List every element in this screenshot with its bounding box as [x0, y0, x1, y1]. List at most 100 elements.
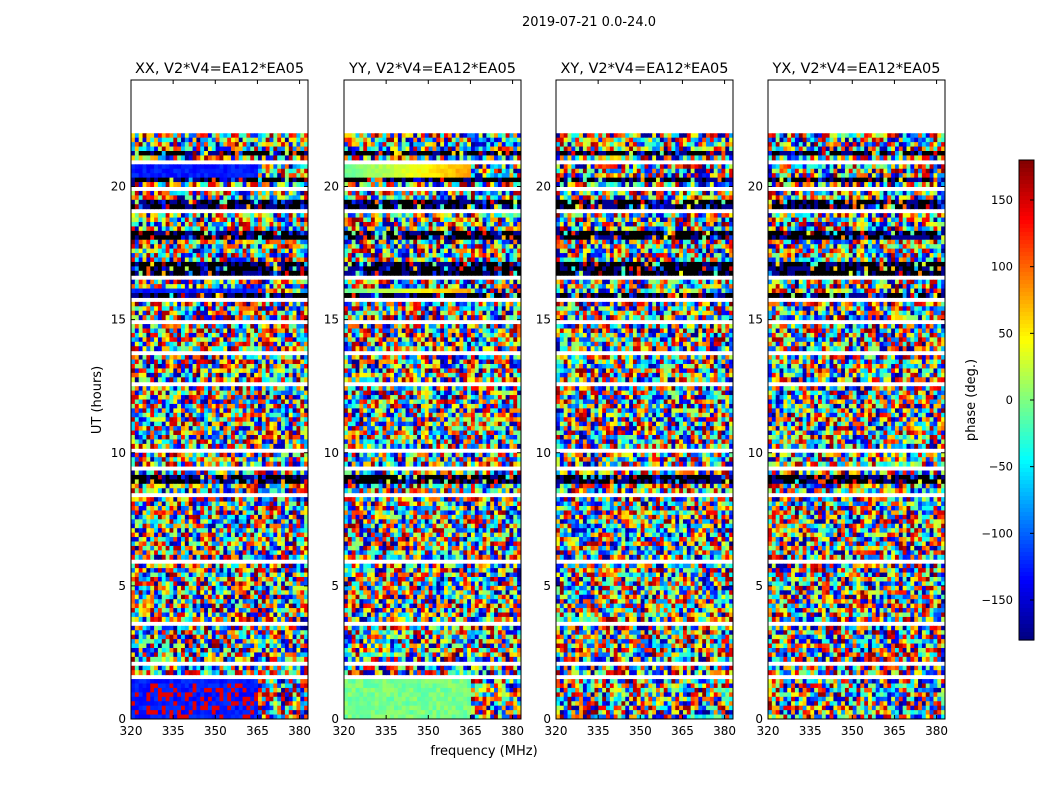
colorbar-tick-label: 0 [1006, 393, 1013, 407]
x-tick-label: 365 [246, 724, 269, 738]
colorbar-gradient [1019, 160, 1034, 641]
colorbar-step [1019, 244, 1034, 249]
y-tick-label: 0 [755, 712, 763, 726]
y-tick-label: 0 [543, 712, 551, 726]
panel-frame [767, 79, 946, 720]
colorbar-step [1019, 200, 1034, 205]
colorbar-step [1019, 280, 1034, 285]
colorbar-step [1019, 524, 1034, 529]
x-tick-label: 380 [501, 724, 524, 738]
colorbar: 150 100 50 0 −50 −100 −150 [981, 159, 1035, 641]
colorbar-tick-label: 150 [991, 193, 1013, 207]
colorbar-step [1019, 360, 1034, 365]
panel-4: YX, V2*V4=EA12*EA05 320 335 350 365 380 0 5 10 15… [748, 61, 948, 738]
colorbar-step [1019, 212, 1034, 217]
colorbar-step [1019, 236, 1034, 241]
colorbar-step [1019, 496, 1034, 501]
colorbar-step [1019, 204, 1034, 209]
x-tick-label: 380 [288, 724, 311, 738]
y-tick-label: 15 [748, 313, 763, 327]
colorbar-step [1019, 400, 1034, 405]
colorbar-step [1019, 160, 1034, 165]
y-tick-label: 20 [748, 180, 763, 194]
colorbar-step [1019, 304, 1034, 309]
colorbar-step [1019, 312, 1034, 317]
colorbar-step [1019, 216, 1034, 221]
colorbar-step [1019, 516, 1034, 521]
panel-image [768, 133, 946, 720]
colorbar-step [1019, 464, 1034, 469]
colorbar-step [1019, 228, 1034, 233]
x-tick-label: 320 [333, 724, 356, 738]
colorbar-step [1019, 440, 1034, 445]
colorbar-step [1019, 592, 1034, 597]
colorbar-step [1019, 220, 1034, 225]
panel-title: YX, V2*V4=EA12*EA05 [771, 61, 940, 77]
panel-image [556, 133, 734, 720]
panel-3: XY, V2*V4=EA12*EA05 320 335 350 365 380 0 5 10 15… [536, 61, 736, 738]
x-tick-label: 350 [417, 724, 440, 738]
x-tick-label: 380 [713, 724, 736, 738]
panel-image [344, 133, 522, 720]
colorbar-step [1019, 184, 1034, 189]
colorbar-step [1019, 192, 1034, 197]
colorbar-tick-label: 50 [998, 326, 1013, 340]
colorbar-step [1019, 460, 1034, 465]
colorbar-tick-label: −50 [989, 460, 1013, 474]
colorbar-step [1019, 604, 1034, 609]
colorbar-step [1019, 452, 1034, 457]
colorbar-step [1019, 544, 1034, 549]
colorbar-tick-label: −150 [981, 593, 1013, 607]
x-tick-label: 350 [841, 724, 864, 738]
colorbar-step [1019, 264, 1034, 269]
panel-frame [130, 79, 309, 720]
panel-title: XX, V2*V4=EA12*EA05 [135, 61, 304, 77]
colorbar-step [1019, 588, 1034, 593]
colorbar-step [1019, 576, 1034, 581]
colorbar-step [1019, 616, 1034, 621]
colorbar-step [1019, 364, 1034, 369]
y-tick-label: 0 [118, 712, 126, 726]
colorbar-step [1019, 352, 1034, 357]
colorbar-step [1019, 172, 1034, 177]
colorbar-step [1019, 356, 1034, 361]
colorbar-step [1019, 340, 1034, 345]
y-tick-label: 20 [111, 180, 126, 194]
colorbar-step [1019, 448, 1034, 453]
colorbar-step [1019, 472, 1034, 477]
x-tick-label: 335 [587, 724, 610, 738]
colorbar-step [1019, 536, 1034, 541]
colorbar-step [1019, 420, 1034, 425]
y-tick-label: 10 [111, 446, 126, 460]
colorbar-step [1019, 540, 1034, 545]
colorbar-step [1019, 608, 1034, 613]
colorbar-step [1019, 480, 1034, 485]
y-tick-label: 0 [331, 712, 339, 726]
colorbar-tick-label: 100 [991, 260, 1013, 274]
colorbar-step [1019, 208, 1034, 213]
colorbar-step [1019, 568, 1034, 573]
colorbar-step [1019, 188, 1034, 193]
colorbar-step [1019, 296, 1034, 301]
colorbar-tick-label: −100 [981, 526, 1013, 540]
colorbar-step [1019, 492, 1034, 497]
colorbar-step [1019, 224, 1034, 229]
colorbar-step [1019, 548, 1034, 553]
colorbar-step [1019, 500, 1034, 505]
colorbar-step [1019, 176, 1034, 181]
colorbar-step [1019, 620, 1034, 625]
colorbar-step [1019, 300, 1034, 305]
colorbar-step [1019, 488, 1034, 493]
colorbar-step [1019, 412, 1034, 417]
colorbar-step [1019, 240, 1034, 245]
colorbar-step [1019, 316, 1034, 321]
colorbar-step [1019, 336, 1034, 341]
colorbar-step [1019, 408, 1034, 413]
colorbar-step [1019, 368, 1034, 373]
colorbar-step [1019, 384, 1034, 389]
colorbar-step [1019, 520, 1034, 525]
colorbar-step [1019, 396, 1034, 401]
panel-title: YY, V2*V4=EA12*EA05 [348, 61, 516, 77]
